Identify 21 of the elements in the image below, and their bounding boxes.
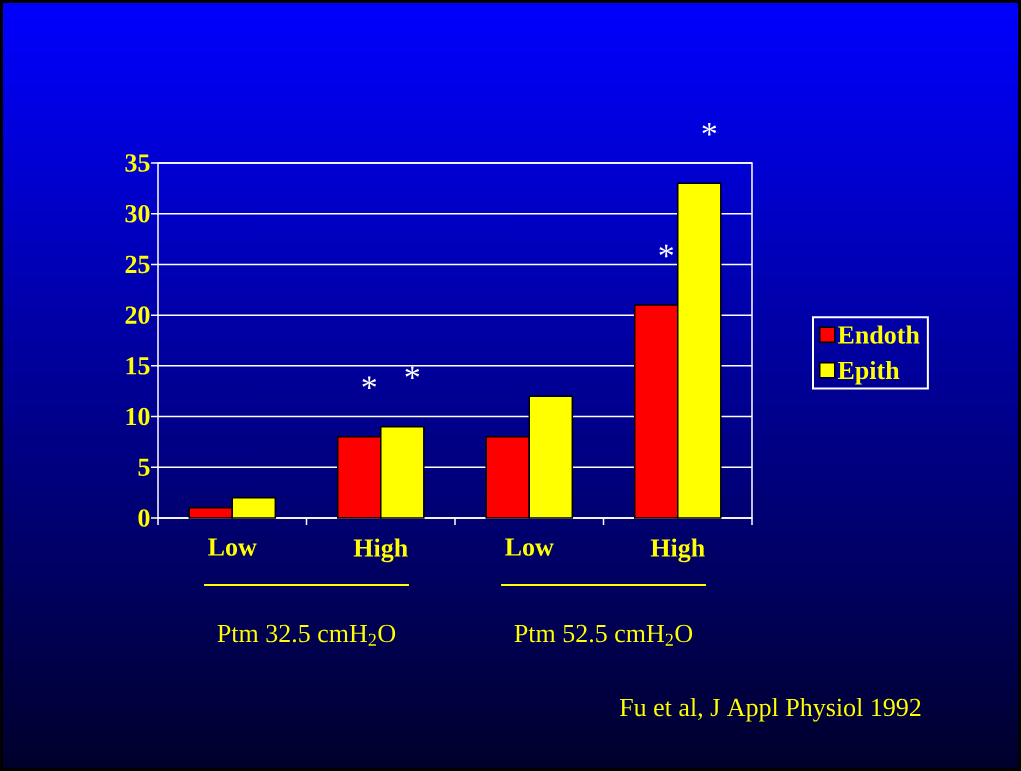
annotation: * bbox=[659, 244, 674, 258]
y-tick-label: 25 bbox=[125, 255, 150, 274]
text: * bbox=[702, 123, 717, 136]
y-tick-label: 20 bbox=[125, 306, 150, 324]
text: Ptm 32.5 cmH$_{2}$O bbox=[217, 624, 396, 646]
x-tick-label: High bbox=[650, 538, 705, 563]
x-tick-label: Low bbox=[505, 538, 554, 556]
y-tick-label: 30 bbox=[125, 204, 150, 223]
y-tick-label: 10 bbox=[126, 407, 150, 426]
y-tick-label: 5 bbox=[138, 458, 150, 476]
y-tick-label: 15 bbox=[126, 357, 150, 375]
text: Ptm 52.5 cmH$_{2}$O bbox=[514, 624, 693, 646]
legend-label: Epith bbox=[837, 360, 900, 385]
legend-label: Endoth bbox=[837, 325, 920, 344]
y-tick-label: 35 bbox=[125, 154, 150, 172]
x-tick-label: Low bbox=[208, 538, 257, 556]
annotation: * bbox=[405, 366, 420, 379]
annotation: * bbox=[362, 376, 377, 390]
x-tick-label: High bbox=[353, 538, 408, 563]
text: Fu et al, J Appl Physiol 1992 bbox=[619, 697, 921, 722]
y-tick-label: 0 bbox=[138, 509, 150, 527]
